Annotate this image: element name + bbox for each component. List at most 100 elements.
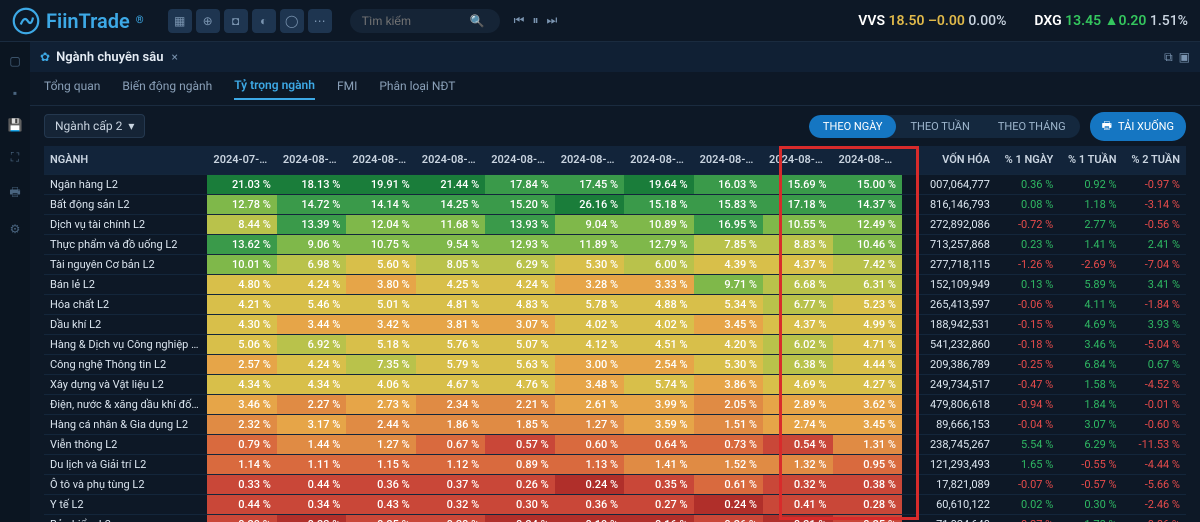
col-date[interactable]: 2024-08-01: [277, 146, 346, 174]
table-row[interactable]: Xây dựng và Vật liệu L24.34 %4.34 %4.06 …: [44, 374, 1186, 394]
col-date[interactable]: 2024-08-08: [624, 146, 693, 174]
skip-back-icon[interactable]: ⏮: [514, 13, 525, 28]
cell-heat: 0.36 %: [346, 474, 415, 494]
segment-0[interactable]: THEO NGÀY: [809, 115, 897, 138]
table-row[interactable]: Bán lẻ L24.80 %4.24 %3.80 %4.25 %4.24 %3…: [44, 274, 1186, 294]
cell-heat: 4.88 %: [624, 294, 693, 314]
cell-heat: 5.07 %: [485, 334, 554, 354]
cell-heat: 5.34 %: [694, 294, 763, 314]
circle1-icon[interactable]: ◐: [252, 9, 276, 33]
col-date[interactable]: 2024-08-09: [694, 146, 763, 174]
cell-heat: 12.93 %: [485, 234, 554, 254]
cell-heat: 3.33 %: [624, 274, 693, 294]
skip-fwd-icon[interactable]: ⏭: [546, 13, 557, 28]
search-input[interactable]: [360, 13, 470, 29]
tab-4[interactable]: Phân loại NĐT: [379, 79, 455, 99]
col-date[interactable]: 2024-08-06: [485, 146, 554, 174]
col-extra[interactable]: % 1 TUẦN: [1059, 146, 1122, 174]
cell-pct: 6.29 %: [1059, 434, 1122, 454]
cell-pct: 2.41 %: [1123, 234, 1186, 254]
col-date[interactable]: 2024-08-12: [763, 146, 832, 174]
cell-heat: 4.06 %: [346, 374, 415, 394]
download-button[interactable]: 🖶 TẢI XUỐNG: [1090, 112, 1186, 141]
table-row[interactable]: Hàng & Dịch vụ Công nghiệp L25.06 %6.92 …: [44, 334, 1186, 354]
search-top-icon[interactable]: ⊕: [196, 9, 220, 33]
table-row[interactable]: Tài nguyên Cơ bản L210.01 %6.98 %5.60 %8…: [44, 254, 1186, 274]
table-row[interactable]: Điện, nước & xăng dầu khí đốt L23.46 %2.…: [44, 394, 1186, 414]
cell-pct: 3.46 %: [1059, 334, 1122, 354]
grid-icon[interactable]: ▦: [168, 9, 192, 33]
table-row[interactable]: Y tế L20.44 %0.34 %0.43 %0.32 %0.30 %0.3…: [44, 494, 1186, 514]
rail-save-icon[interactable]: 💾: [8, 118, 23, 132]
cell-pct: 0.13 %: [996, 274, 1059, 294]
search-box[interactable]: 🔍: [350, 9, 500, 33]
rail-settings-icon[interactable]: ⚙: [10, 222, 21, 236]
discord-icon[interactable]: ◘: [224, 9, 248, 33]
table-row[interactable]: Bất động sản L212.78 %14.72 %14.14 %14.2…: [44, 194, 1186, 214]
cell-heat: 3.44 %: [277, 314, 346, 334]
table-row[interactable]: Du lịch và Giải trí L21.14 %1.11 %1.15 %…: [44, 454, 1186, 474]
cell-heat: 1.13 %: [555, 454, 624, 474]
col-date[interactable]: 2024-07-31: [207, 146, 276, 174]
tab-3[interactable]: FMI: [337, 79, 357, 99]
col-date[interactable]: 2024-08-13: [833, 146, 902, 174]
table-row[interactable]: Ô tô và phụ tùng L20.33 %0.44 %0.36 %0.3…: [44, 474, 1186, 494]
level-select[interactable]: Ngành cấp 2 ▾: [44, 114, 145, 138]
table-row[interactable]: Công nghệ Thông tin L22.57 %4.24 %7.35 %…: [44, 354, 1186, 374]
col-date[interactable]: 2024-08-02: [346, 146, 415, 174]
col-date[interactable]: 2024-08-07: [555, 146, 624, 174]
circle2-icon[interactable]: ◯: [280, 9, 304, 33]
rail-window-icon[interactable]: ▢: [9, 54, 20, 68]
popout-icon[interactable]: ⧉: [1164, 50, 1173, 65]
search-icon[interactable]: 🔍: [470, 14, 485, 28]
cell-heat: 2.05 %: [694, 394, 763, 414]
segment-1[interactable]: THEO TUẦN: [896, 115, 983, 138]
table-row[interactable]: Dầu khí L24.30 %3.44 %3.42 %3.81 %3.07 %…: [44, 314, 1186, 334]
col-date[interactable]: 2024-08-05: [416, 146, 485, 174]
panel-close-icon[interactable]: ×: [171, 50, 177, 64]
pause-icon[interactable]: ⏸: [532, 13, 538, 28]
col-extra[interactable]: % 1 NGÀY: [996, 146, 1059, 174]
cell-heat: 0.24 %: [694, 494, 763, 514]
maximize-icon[interactable]: ▣: [1179, 50, 1190, 65]
tab-1[interactable]: Biến động ngành: [122, 79, 212, 99]
table-row[interactable]: Ngân hàng L221.03 %18.13 %19.91 %21.44 %…: [44, 174, 1186, 194]
cell-heat: 7.35 %: [346, 354, 415, 374]
table-row[interactable]: Hàng cá nhân & Gia dụng L22.32 %3.17 %2.…: [44, 414, 1186, 434]
rail-printer-icon[interactable]: 🖶: [9, 183, 20, 204]
cell-pct: -1.84 %: [1123, 294, 1186, 314]
table-row[interactable]: Thực phẩm và đồ uống L213.62 %9.06 %10.7…: [44, 234, 1186, 254]
rail-camera-icon[interactable]: ▪: [13, 86, 17, 100]
tab-0[interactable]: Tổng quan: [44, 79, 100, 99]
cell-heat: 14.72 %: [277, 194, 346, 214]
cell-heat: 0.41 %: [763, 494, 832, 514]
table-row[interactable]: Viễn thông L20.79 %1.44 %1.27 %0.67 %0.5…: [44, 434, 1186, 454]
panel-gear-icon[interactable]: ✿: [40, 50, 50, 64]
cell-pct: 0.36 %: [996, 174, 1059, 194]
col-extra[interactable]: VỐN HÓA: [902, 146, 996, 174]
rail-fullscreen-icon[interactable]: ⛶: [11, 150, 19, 165]
table-row[interactable]: Hóa chất L24.21 %5.46 %5.01 %4.81 %4.83 …: [44, 294, 1186, 314]
table-row[interactable]: Bảo hiểm L20.29 %0.23 %0.25 %0.30 %0.24 …: [44, 514, 1186, 522]
tab-2[interactable]: Tỷ trọng ngành: [234, 78, 315, 100]
col-industry[interactable]: NGÀNH: [44, 146, 207, 174]
more-icon[interactable]: ⋯: [308, 9, 332, 33]
segment-2[interactable]: THEO THÁNG: [984, 115, 1080, 138]
cell-heat: 1.15 %: [346, 454, 415, 474]
cell-heat: 14.37 %: [833, 194, 902, 214]
ticker[interactable]: DXG 13.45 ▲0.20 1.51%: [1034, 12, 1188, 29]
table-row[interactable]: Dịch vụ tài chính L28.44 %13.39 %12.04 %…: [44, 214, 1186, 234]
cell-heat: 8.44 %: [207, 214, 276, 234]
cell-heat: 1.52 %: [694, 454, 763, 474]
cell-heat: 5.78 %: [555, 294, 624, 314]
ticker[interactable]: VVS 18.50 –0.00 0.00%: [858, 13, 1006, 29]
cell-pct: -0.18 %: [996, 334, 1059, 354]
cell-heat: 4.20 %: [694, 334, 763, 354]
cell-pct: -7.04 %: [1123, 254, 1186, 274]
cell-marketcap: 188,942,531: [902, 314, 996, 334]
cell-heat: 8.83 %: [763, 234, 832, 254]
panel-title: Ngành chuyên sâu: [56, 50, 163, 65]
cell-heat: 6.68 %: [763, 274, 832, 294]
col-extra[interactable]: % 2 TUẦN: [1123, 146, 1186, 174]
sector-table: NGÀNH2024-07-312024-08-012024-08-022024-…: [44, 146, 1186, 522]
